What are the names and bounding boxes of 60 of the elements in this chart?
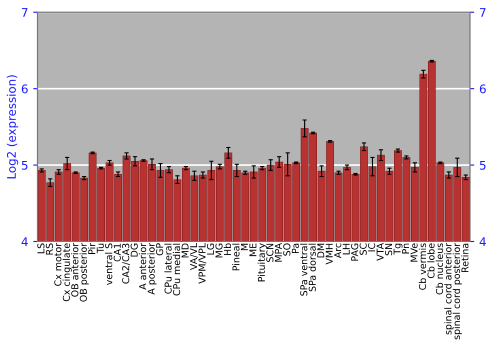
x-tick-label: Arc: [334, 243, 342, 258]
x-tick-label: SC: [360, 243, 367, 255]
x-tick-label: SPa ventral: [300, 244, 308, 296]
y2-tick-label: 4: [480, 237, 486, 246]
x-tick-label: Pituitary: [258, 243, 267, 282]
x-tick-label: Tu: [96, 244, 104, 254]
x-tick-label: CA1: [114, 244, 121, 262]
x-tick-label: Pineal: [232, 244, 240, 270]
x-tick-label: GP: [156, 243, 164, 256]
x-tick-label: spinal cord posterior: [452, 242, 462, 340]
x-tick-label: SPa dorsal: [308, 244, 316, 292]
x-tick-label: VTA: [376, 242, 384, 261]
x-tick-label: MPA: [274, 242, 282, 262]
x-tick-label: SN: [385, 244, 392, 256]
x-tick-label: VA/VL: [190, 242, 198, 270]
x-tick-label: Cb lobe: [427, 243, 435, 278]
x-tick-label: Cb vermis: [418, 243, 426, 290]
x-tick-label: Cx cingulate: [62, 243, 72, 302]
x-tick-label: Cb nucleus: [436, 243, 444, 294]
x-tick-label: LS: [37, 243, 44, 254]
x-tick-label: MG: [215, 244, 223, 258]
x-tick-label: VMH: [326, 244, 333, 265]
x-tick-label: ventral S: [105, 243, 112, 285]
x-tick-label: SO: [283, 243, 290, 256]
x-tick-label: CPu medial: [172, 244, 180, 296]
x-tick-label: DG: [130, 244, 138, 257]
x-tick-label: RS: [46, 243, 53, 255]
y-axis-title: Log2 (expression): [6, 75, 18, 178]
x-tick-label: LH: [342, 244, 350, 254]
x-tick-label: MVe: [410, 243, 418, 262]
y-tick-label: 4: [22, 237, 28, 246]
y-tick-label: 6: [22, 84, 28, 94]
x-tick-label: VPM/VPL: [198, 242, 206, 284]
x-tick-label: Tg: [394, 244, 402, 255]
x-tick-label: DM: [317, 244, 324, 258]
x-tick-label: PAG: [351, 244, 358, 261]
x-tick-label: Pn: [402, 244, 410, 254]
x-tick-label: MD: [182, 243, 189, 258]
y-tick-label: 7: [22, 8, 28, 17]
x-tick-label: CA2/CA3: [122, 244, 130, 284]
y2-tick-label: 7: [480, 8, 486, 17]
x-tick-label: A anterior: [138, 242, 146, 290]
x-tick-label: ME: [249, 243, 256, 256]
x-tick-label: LG: [206, 244, 214, 255]
x-tick-label: Pir: [88, 242, 96, 254]
x-tick-label: OB posterior: [80, 242, 89, 302]
x-tick-label: Cx motor: [54, 242, 62, 286]
x-tick-label: Hb: [224, 243, 232, 256]
x-tick-label: OB anterior: [71, 242, 78, 297]
x-tick-label: spinal cord anterior: [444, 242, 454, 334]
x-tick-label: CPu lateral: [164, 244, 172, 294]
y2-tick-label: 6: [480, 84, 486, 94]
y2-tick-label: 5: [480, 160, 486, 170]
x-tick-label: Retina: [461, 244, 468, 272]
x-tick-label: A posterior: [147, 242, 157, 295]
x-tick-label: SCN: [266, 244, 274, 262]
x-tick-label: Pa: [292, 244, 299, 254]
y-tick-label: 5: [22, 160, 28, 170]
x-tick-label: M: [240, 244, 248, 250]
x-tick-label: IC: [368, 243, 376, 252]
